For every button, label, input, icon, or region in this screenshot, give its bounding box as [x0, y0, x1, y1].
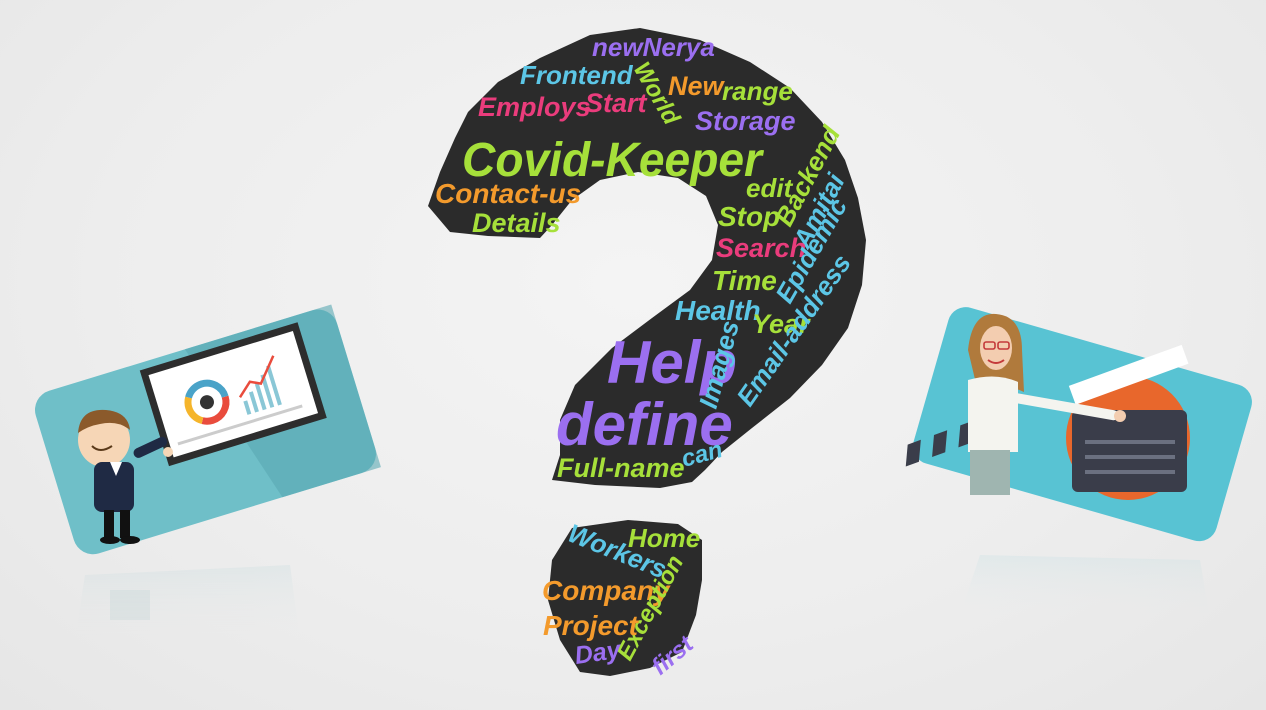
word-help: Help [607, 329, 737, 396]
word-frontend: Frontend [520, 60, 634, 90]
word-start: Start [585, 88, 648, 118]
word-new: New [668, 71, 726, 101]
clapperboard-icon [905, 344, 1190, 500]
question-mark-shape [428, 28, 866, 676]
word-employs: Employs [478, 92, 591, 122]
word-details: Details [472, 208, 561, 238]
chart-board-icon [139, 322, 327, 467]
word-newnerya: newNerya [592, 32, 715, 62]
word-contact-us: Contact-us [435, 178, 581, 209]
word-range: range [722, 76, 793, 106]
word-define: define [556, 391, 733, 458]
word-full-name: Full-name [557, 453, 685, 483]
left-card-reflection [75, 565, 300, 640]
word-storage: Storage [695, 106, 796, 136]
word-covid-keeper: Covid-Keeper [462, 134, 764, 187]
word-year: Year [752, 309, 811, 339]
word-home: Home [628, 523, 700, 553]
word-company: Company [542, 575, 671, 606]
word-search: Search [716, 233, 806, 263]
word-edit: edit [746, 173, 794, 203]
word-project: Project [543, 610, 640, 641]
right-card-reflection [960, 555, 1210, 620]
presenter-figure [78, 409, 173, 544]
word-stop: Stop [718, 201, 780, 232]
left-card [34, 304, 381, 640]
right-card [905, 307, 1252, 620]
word-time: Time [712, 265, 777, 296]
woman-figure [968, 313, 1126, 495]
word-health: Health [675, 295, 761, 326]
word-day: Day [573, 636, 623, 670]
